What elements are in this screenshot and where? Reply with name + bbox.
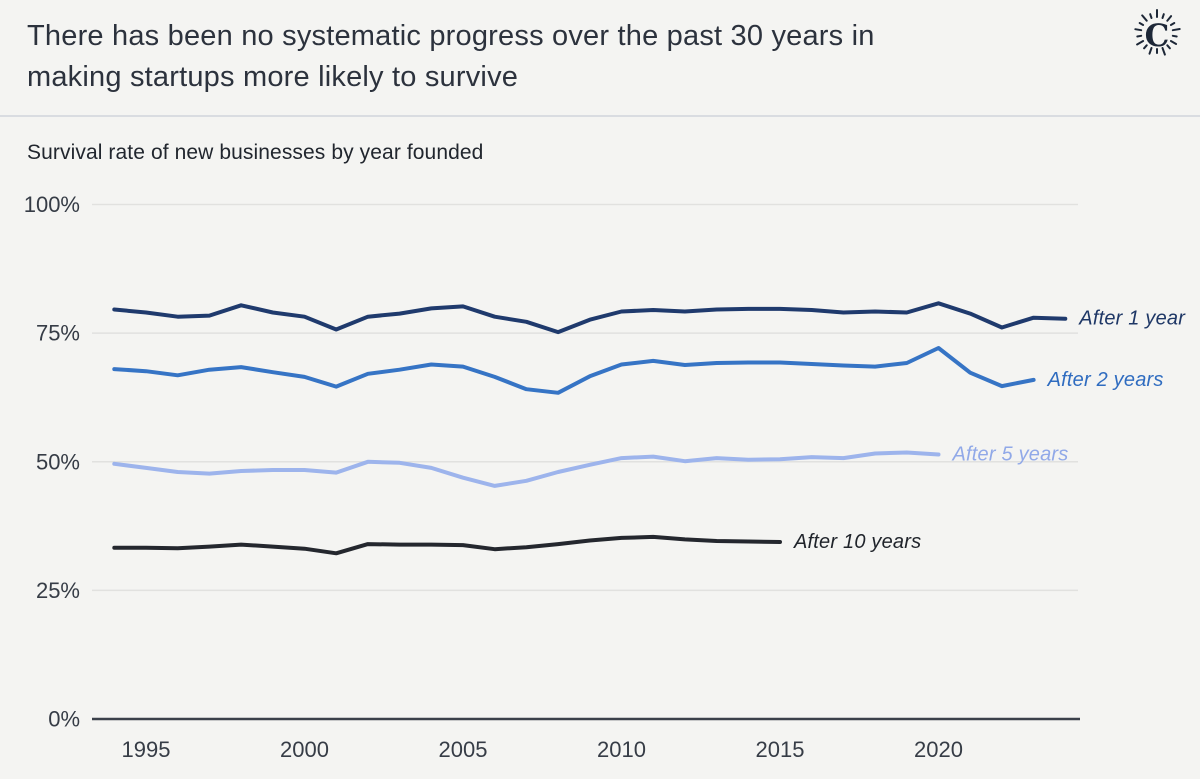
- logo-ray: [1166, 44, 1171, 50]
- logo-ray: [1149, 13, 1153, 19]
- series-label-layer: After 1 year After 2 years After 5 years Af…: [793, 308, 1186, 553]
- axis-label-layer: 100% 75% 50% 25% 0% 1995 2000 2005 2010 2015 2020: [24, 192, 963, 762]
- logo-ray: [1136, 34, 1143, 38]
- page-title: There has been no systematic progress ov…: [27, 16, 1107, 98]
- x-tick-label-2020: 2020: [914, 737, 963, 762]
- series-label-after-2-years: After 2 years: [1047, 369, 1164, 391]
- x-tick-label-1995: 1995: [122, 737, 171, 762]
- y-tick-label-0: 0%: [48, 707, 80, 732]
- logo-ray: [1169, 22, 1176, 26]
- logo-letter: C: [1145, 18, 1170, 54]
- logo-ray: [1143, 44, 1148, 50]
- page-title-line-2: making startups more likely to survive: [27, 61, 519, 93]
- logo-ray: [1166, 15, 1173, 22]
- logo-ray: [1141, 14, 1148, 22]
- x-tick-label-2010: 2010: [597, 737, 646, 762]
- logo-ray: [1136, 40, 1145, 46]
- series-layer: [112, 301, 1068, 556]
- series-label-after-10-years: After 10 years: [793, 531, 921, 553]
- chart-subtitle: Survival rate of new businesses by year …: [27, 141, 484, 164]
- series-line-after-5-years: [112, 450, 941, 488]
- series-line-after-1-year: [112, 301, 1068, 335]
- x-tick-label-2005: 2005: [439, 737, 488, 762]
- logo-ray: [1161, 47, 1166, 56]
- series-label-after-1-year: After 1 year: [1078, 308, 1186, 330]
- logo-sunburst-rays: [1134, 9, 1181, 56]
- carta-logo-icon: C: [1134, 9, 1181, 56]
- logo-ray: [1161, 13, 1165, 19]
- y-tick-label-50: 50%: [36, 449, 80, 474]
- logo-ray: [1169, 40, 1178, 45]
- logo-ray: [1148, 47, 1153, 55]
- logo-ray: [1171, 28, 1181, 32]
- series-line-after-10-years: [112, 534, 782, 556]
- x-tick-label-2015: 2015: [756, 737, 805, 762]
- x-tick-label-2000: 2000: [280, 737, 329, 762]
- y-tick-label-100: 100%: [24, 192, 80, 217]
- y-tick-label-75: 75%: [36, 321, 80, 346]
- logo-ray: [1171, 34, 1178, 38]
- y-tick-label-25: 25%: [36, 578, 80, 603]
- page-title-line-1: There has been no systematic progress ov…: [27, 20, 875, 52]
- grid-layer: [92, 203, 1080, 721]
- logo-ray: [1134, 28, 1143, 32]
- series-label-after-5-years: After 5 years: [952, 444, 1069, 466]
- series-line-after-2-years: [112, 346, 1036, 395]
- logo-ray: [1138, 22, 1145, 26]
- header-divider: [0, 115, 1200, 117]
- survival-rate-line-chart: 100%75%50%25%0%1995 2000 2005 2010 2015 2020 …: [24, 192, 1186, 762]
